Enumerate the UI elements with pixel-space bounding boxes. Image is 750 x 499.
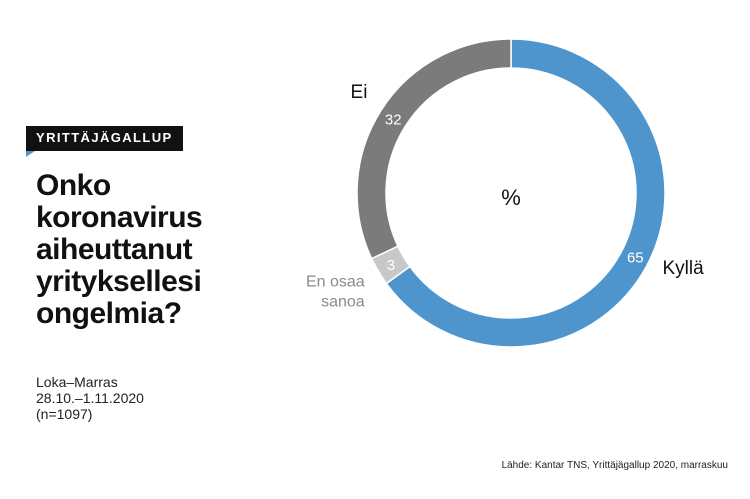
- source-note: Lähde: Kantar TNS, Yrittäjägallup 2020, …: [501, 460, 728, 471]
- slice-value-label: 65: [627, 249, 644, 266]
- donut-slices: [356, 38, 666, 348]
- badge-accent-tick: [26, 151, 35, 157]
- gallup-badge: YRITTÄJÄGALLUP: [26, 126, 183, 151]
- slice-category-line: Kyllä: [662, 258, 704, 279]
- survey-period: Loka–Marras: [36, 374, 118, 390]
- donut-slice-1: [385, 38, 666, 348]
- title-line: yrityksellesi: [36, 265, 202, 298]
- survey-sample: (n=1097): [36, 406, 93, 422]
- title-line: Onko: [36, 169, 111, 202]
- slice-value-label: 3: [387, 257, 395, 274]
- title-line: aiheuttanut: [36, 233, 193, 266]
- survey-meta: Loka–Marras 28.10.–1.11.2020 (n=1097): [36, 374, 144, 422]
- slice-category-line: En osaa: [306, 274, 365, 291]
- donut-slice-3: [356, 38, 512, 260]
- slice-category-label: En osaa sanoa: [306, 274, 365, 311]
- slice-category-label: Kyllä: [662, 258, 704, 279]
- slice-category-line: Ei: [351, 82, 368, 103]
- chart-title: Onko koronavirus aiheuttanut yritykselle…: [36, 170, 266, 330]
- title-line: ongelmia?: [36, 297, 182, 330]
- survey-dates: 28.10.–1.11.2020: [36, 390, 144, 406]
- donut-labels: 65 Kyllä 3 En osaa sanoa 32 Ei: [306, 82, 704, 311]
- slice-category-line: sanoa: [321, 294, 365, 311]
- title-line: koronavirus: [36, 201, 203, 234]
- slice-category-label: Ei: [351, 82, 368, 103]
- slice-value-label: 32: [385, 111, 402, 128]
- center-label: %: [501, 185, 521, 210]
